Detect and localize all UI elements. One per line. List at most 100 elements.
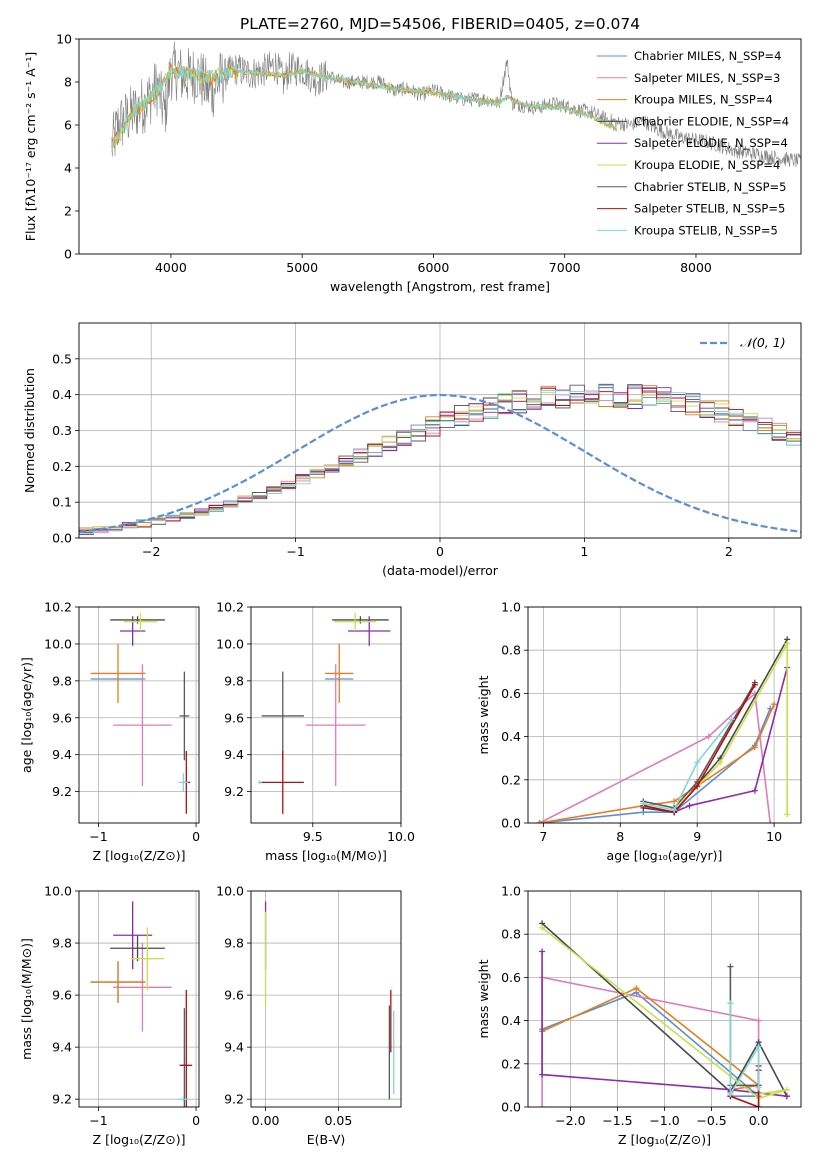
histogram-step [79, 387, 801, 531]
weight-marker [767, 820, 774, 823]
y-tick-label: 1.0 [501, 600, 521, 615]
y-tick-label: 9.4 [224, 1040, 244, 1055]
x-axis-label: age [log₁₀(age/yr)] [607, 848, 723, 863]
y-tick-label: 9.8 [224, 673, 244, 688]
plot-area [79, 383, 801, 535]
plot-area [536, 636, 791, 823]
gaussian-curve [79, 393, 801, 533]
weight-marker [640, 800, 647, 807]
y-tick-label: 0.4 [501, 729, 521, 744]
y-tick-label: 9.4 [52, 747, 72, 762]
y-tick-label: 10.0 [216, 884, 244, 899]
y-tick-label: 2 [64, 204, 72, 219]
x-tick-label: −1.0 [649, 1113, 679, 1128]
y-tick-label: 0.2 [501, 1056, 521, 1071]
y-tick-label: 9.6 [52, 988, 72, 1003]
y-tick-label: 9.2 [224, 1092, 244, 1107]
chart-mass-vs-ebv: 0.00 0.05 9.2 9.4 9.6 9.8 10.0 E(B-V) [216, 884, 402, 1147]
weight-marker [728, 716, 735, 723]
figure-title: PLATE=2760, MJD=54506, FIBERID=0405, z=0… [240, 15, 640, 33]
weight-marker [727, 1091, 734, 1098]
chart-weight-vs-age: 7 8 9 10 0.0 0.2 0.4 0.6 0.8 1.0 age [log₁₀(age/yr… [476, 600, 802, 863]
y-tick-label: 10.2 [44, 600, 72, 615]
weight-marker [694, 783, 701, 790]
weight-line [643, 718, 733, 811]
x-tick-label: −0.5 [696, 1113, 726, 1128]
axes-frame [78, 38, 802, 255]
x-axis-label: mass [log₁₀(M/M⊙)] [265, 848, 387, 863]
weight-marker [686, 802, 693, 809]
y-tick-label: 0.1 [52, 495, 72, 510]
x-tick-label: −1 [286, 544, 304, 559]
histogram-step [79, 385, 801, 529]
weight-marker [751, 744, 758, 751]
y-axis-label: mass weight [476, 675, 491, 754]
x-tick-label: 4000 [155, 260, 187, 275]
weight-line [541, 922, 788, 1097]
weight-line [643, 684, 756, 814]
weight-marker [784, 640, 791, 647]
chart-age-vs-mass: 9.5 10.0 9.2 9.4 9.6 9.8 10.0 10.2 mass [log₁₀(M… [216, 600, 415, 864]
y-tick-label: 9.8 [52, 936, 72, 951]
axes-frame [527, 890, 802, 1108]
x-tick-label: 0 [436, 544, 444, 559]
y-tick-label: 10 [56, 32, 72, 47]
model-spectrum-line [111, 62, 618, 149]
y-tick-label: 0.0 [501, 1100, 521, 1115]
x-tick-label: 0 [192, 1113, 200, 1128]
y-axis-label: mass [log₁₀(M/M⊙)] [19, 938, 34, 1060]
x-tick-label: 5000 [286, 260, 318, 275]
legend-entry: Salpeter STELIB, N_SSP=5 [634, 202, 785, 216]
y-tick-label: 9.2 [224, 784, 244, 799]
weight-marker [755, 1104, 762, 1107]
x-axis-label: Z [log₁₀(Z/Z⊙)] [93, 848, 186, 863]
x-tick-label: 10 [766, 829, 782, 844]
legend-entry: 𝒩(0, 1) [740, 335, 786, 350]
weight-marker [727, 1000, 734, 1007]
y-tick-label: 0.2 [501, 772, 521, 787]
x-tick-label: 0.05 [324, 1113, 352, 1128]
weight-marker [671, 798, 678, 805]
weight-marker [539, 924, 546, 931]
plot-area [539, 920, 790, 1107]
x-tick-label: 8000 [680, 260, 712, 275]
y-tick-label: 0 [64, 247, 72, 262]
weight-marker [755, 1043, 762, 1050]
x-tick-label: 0.0 [749, 1113, 769, 1128]
x-axis-label: Z [log₁₀(Z/Z⊙)] [93, 1132, 186, 1147]
weight-marker [755, 1017, 762, 1024]
y-tick-label: 0.4 [52, 387, 72, 402]
x-axis-label: wavelength [Angstrom, rest frame] [330, 279, 550, 294]
histogram-step [79, 384, 801, 532]
histogram-step [79, 384, 801, 532]
y-tick-label: 10.0 [44, 884, 72, 899]
y-tick-label: 0.0 [52, 531, 72, 546]
y-tick-label: 9.8 [52, 673, 72, 688]
weight-marker [784, 811, 791, 818]
y-tick-label: 9.2 [52, 1092, 72, 1107]
x-tick-label: −1 [89, 1113, 107, 1128]
y-tick-label: 0.6 [501, 970, 521, 985]
y-tick-label: 10.2 [216, 600, 244, 615]
y-tick-label: 0.8 [501, 643, 521, 658]
x-tick-label: 8 [616, 829, 624, 844]
weight-marker [705, 733, 712, 740]
chart-mass-vs-Z: −1 0 9.2 9.4 9.6 9.8 10.0 Z [log₁₀(Z/Z⊙)] mass [… [19, 884, 200, 1148]
plot-area [90, 612, 191, 814]
x-tick-label: −1 [89, 829, 107, 844]
weight-marker [633, 985, 640, 992]
weight-marker [727, 963, 734, 970]
legend: Chabrier MILES, N_SSP=4 Salpeter MILES, N… [597, 49, 789, 237]
x-tick-label: 9.5 [303, 829, 323, 844]
legend-entry: Kroupa STELIB, N_SSP=5 [634, 223, 778, 237]
y-tick-label: 1.0 [501, 884, 521, 899]
weight-marker [539, 1104, 546, 1107]
x-axis-label: Z [log₁₀(Z/Z⊙)] [618, 1132, 711, 1147]
y-tick-label: 0.2 [52, 459, 72, 474]
x-tick-label: 0.00 [252, 1113, 280, 1128]
y-tick-label: 0.4 [501, 1013, 521, 1028]
y-tick-label: 9.6 [224, 710, 244, 725]
legend-entry: Chabrier MILES, N_SSP=4 [634, 49, 781, 63]
weight-line [541, 991, 761, 1097]
plot-area [258, 612, 391, 814]
